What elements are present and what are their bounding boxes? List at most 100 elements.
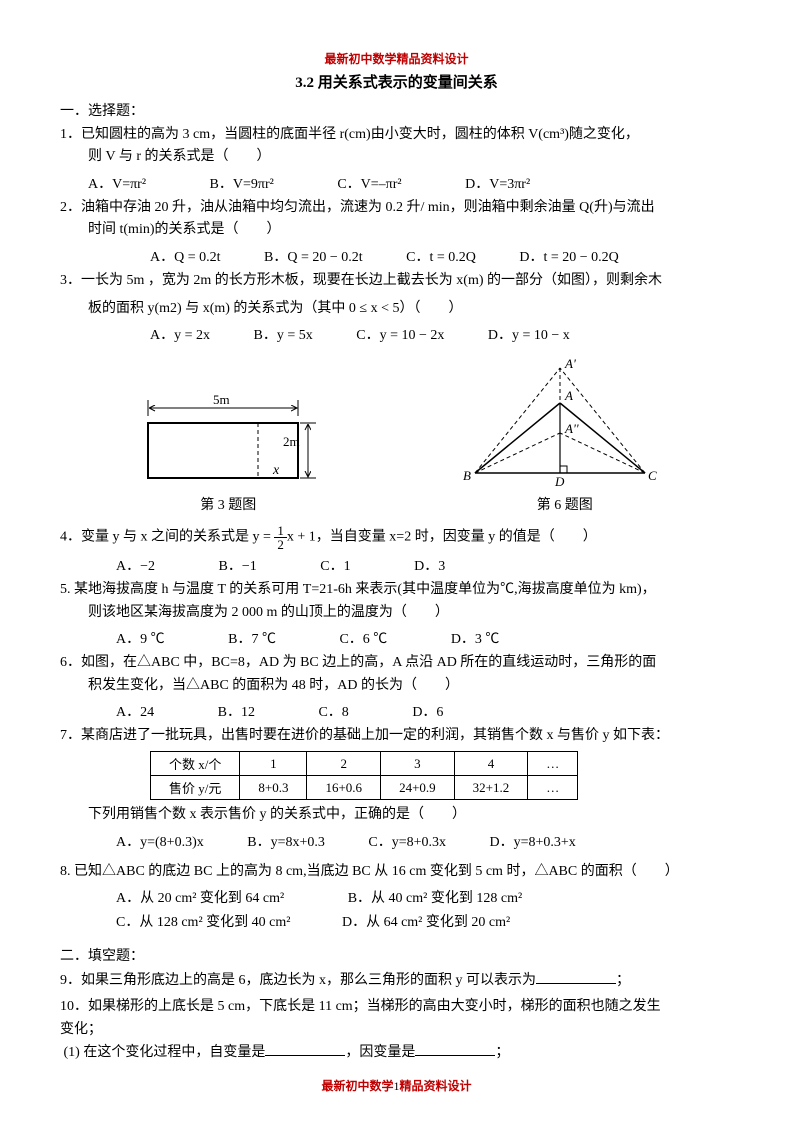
- caption-q3: 第 3 题图: [128, 494, 328, 514]
- q3-options: A．y = 2x B．y = 5x C．y = 10 − 2x D．y = 10…: [150, 324, 733, 344]
- blank-line: [265, 1041, 345, 1056]
- page-footer: 最新初中数学1精品资料设计: [0, 1077, 793, 1094]
- footer-brand-left: 最新初中数学: [321, 1079, 393, 1093]
- q7-opt-b: B．y=8x+0.3: [247, 831, 325, 851]
- brand-header: 最新初中数学精品资料设计: [60, 50, 733, 67]
- q2-opt-c: C．t = 0.2Q: [406, 246, 476, 266]
- q7-th: 个数 x/个: [151, 752, 240, 776]
- question-10: 10．如果梯形的上底长是 5 cm，下底长是 11 cm；当梯形的高由大变小时，…: [60, 996, 733, 1064]
- section-1-label: 一．选择题：: [60, 100, 733, 120]
- q4-opt-b: B．−1: [219, 555, 257, 575]
- q5-opt-a: A．9 ℃: [116, 628, 165, 648]
- q5-opt-c: C．6 ℃: [339, 628, 387, 648]
- blank-line: [536, 969, 616, 984]
- fig6-c: C: [648, 468, 657, 483]
- q1-line2: 则 V 与 r 的关系式是（ ）: [88, 149, 271, 164]
- fig6-d: D: [554, 474, 565, 488]
- figure-q3: 5m 2m x: [128, 388, 318, 488]
- q10-line1: 10．如果梯形的上底长是 5 cm，下底长是 11 cm；当梯形的高由大变小时，…: [60, 999, 661, 1014]
- q4-opt-c: C．1: [320, 555, 350, 575]
- q4-text-post: x + 1，当自变量 x=2 时，因变量 y 的值是（ ）: [287, 530, 597, 545]
- q6-opt-a: A．24: [116, 701, 154, 721]
- q7-row2-label: 售价 y/元: [151, 776, 240, 800]
- q5-options: A．9 ℃ B．7 ℃ C．6 ℃ D．3 ℃: [116, 628, 733, 648]
- q3-opt-a: A．y = 2x: [150, 324, 210, 344]
- page: 最新初中数学精品资料设计 3.2 用关系式表示的变量间关系 一．选择题： 1．已…: [0, 0, 793, 1122]
- q1-opt-a: A．V=πr²: [88, 173, 146, 193]
- q4-opt-a: A．−2: [116, 555, 155, 575]
- figures-row: 5m 2m x A' A A'' B C D: [60, 358, 733, 488]
- q7-r3: 24+0.9: [381, 776, 455, 800]
- question-1: 1．已知圆柱的高为 3 cm，当圆柱的底面半径 r(cm)由小变大时，圆柱的体积…: [60, 124, 733, 169]
- q4-frac-num: 1: [274, 524, 287, 538]
- q1-line1: 1．已知圆柱的高为 3 cm，当圆柱的底面半径 r(cm)由小变大时，圆柱的体积…: [60, 127, 639, 142]
- q6-opt-b: B．12: [218, 701, 255, 721]
- blank-line: [415, 1041, 495, 1056]
- q5-opt-b: B．7 ℃: [228, 628, 276, 648]
- q3-opt-c: C．y = 10 − 2x: [356, 324, 444, 344]
- q7-c1: 1: [240, 752, 307, 776]
- q7-opt-c: C．y=8+0.3x: [368, 831, 446, 851]
- q2-opt-b: B．Q = 20 − 0.2t: [264, 246, 363, 266]
- q4-opt-d: D．3: [414, 555, 445, 575]
- fig3-label-2m: 2m: [283, 434, 300, 449]
- page-title: 3.2 用关系式表示的变量间关系: [60, 71, 733, 92]
- q7-c4: 4: [454, 752, 528, 776]
- q7-r1: 8+0.3: [240, 776, 307, 800]
- q10-line2: 变化；: [60, 1022, 102, 1037]
- q3-opt-d: D．y = 10 − x: [488, 324, 570, 344]
- q2-line2: 时间 t(min)的关系式是（ ）: [88, 222, 281, 237]
- q6-line2: 积发生变化，当△ABC 的面积为 48 时，AD 的长为（ ）: [88, 678, 459, 693]
- question-7: 7．某商店进了一批玩具，出售时要在进价的基础上加一定的利润，其销售个数 x 与售…: [60, 725, 733, 747]
- q7-r5: …: [528, 776, 578, 800]
- question-2: 2．油箱中存油 20 升，油从油箱中均匀流出，流速为 0.2 升/ min，则油…: [60, 197, 733, 242]
- caption-q6: 第 6 题图: [465, 494, 665, 514]
- question-9: 9．如果三角形底边上的高是 6，底边长为 x，那么三角形的面积 y 可以表示为；: [60, 969, 733, 992]
- question-4: 4．变量 y 与 x 之间的关系式是 y = 12x + 1，当自变量 x=2 …: [60, 524, 733, 551]
- figure-captions: 第 3 题图 第 6 题图: [60, 494, 733, 514]
- q1-opt-c: C．V=–πr²: [337, 173, 401, 193]
- question-8: 8. 已知△ABC 的底边 BC 上的高为 8 cm,当底边 BC 从 16 c…: [60, 861, 733, 883]
- q3-opt-b: B．y = 5x: [254, 324, 313, 344]
- q2-line1: 2．油箱中存油 20 升，油从油箱中均匀流出，流速为 0.2 升/ min，则油…: [60, 200, 655, 215]
- q2-options: A．Q = 0.2t B．Q = 20 − 0.2t C．t = 0.2Q D．…: [150, 246, 733, 266]
- fig6-b: B: [463, 468, 471, 483]
- q5-opt-d: D．3 ℃: [451, 628, 500, 648]
- q2-opt-a: A．Q = 0.2t: [150, 246, 221, 266]
- q5-line1: 5. 某地海拔高度 h 与温度 T 的关系可用 T=21-6h 来表示(其中温度…: [60, 582, 656, 597]
- q10-line3a: (1) 在这个变化过程中，自变量是: [64, 1045, 266, 1060]
- q8-options-row1: A．从 20 cm² 变化到 64 cm² B．从 40 cm² 变化到 128…: [116, 887, 733, 907]
- q3-line2: 板的面积 y(m2) 与 x(m) 的关系式为（其中 0 ≤ x < 5）（ ）: [88, 298, 463, 320]
- fig3-label-x: x: [272, 463, 280, 478]
- q1-options: A．V=πr² B．V=9πr² C．V=–πr² D．V=3πr²: [88, 173, 733, 193]
- fig6-a-prime: A': [564, 358, 576, 371]
- q4-fraction: 12: [274, 524, 287, 551]
- q7-c5: …: [528, 752, 578, 776]
- fig3-label-5m: 5m: [213, 392, 230, 407]
- q5-line2: 则该地区某海拔高度为 2 000 m 的山顶上的温度为（ ）: [88, 605, 449, 620]
- q7-c3: 3: [381, 752, 455, 776]
- question-6: 6．如图，在△ABC 中，BC=8，AD 为 BC 边上的高，A 点沿 AD 所…: [60, 652, 733, 697]
- q9-text: 9．如果三角形底边上的高是 6，底边长为 x，那么三角形的面积 y 可以表示为: [60, 973, 536, 988]
- q7-opt-d: D．y=8+0.3+x: [490, 831, 576, 851]
- q8-opt-d: D．从 64 cm² 变化到 20 cm²: [342, 911, 510, 931]
- q4-options: A．−2 B．−1 C．1 D．3: [116, 555, 733, 575]
- q8-opt-a: A．从 20 cm² 变化到 64 cm²: [116, 887, 284, 907]
- q7-c2: 2: [307, 752, 381, 776]
- q3-line1: 3．一长为 5m ，宽为 2m 的长方形木板，现要在长边上截去长为 x(m) 的…: [60, 273, 662, 288]
- fig6-a: A: [564, 388, 573, 403]
- q7-line2: 下列用销售个数 x 表示售价 y 的关系式中，正确的是（ ）: [88, 804, 733, 826]
- q2-opt-d: D．t = 20 − 0.2Q: [519, 246, 618, 266]
- figure-q6: A' A A'' B C D: [455, 358, 665, 488]
- fig6-a-dprime: A'': [564, 421, 579, 436]
- table-row: 个数 x/个 1 2 3 4 …: [151, 752, 578, 776]
- q6-opt-d: D．6: [412, 701, 443, 721]
- question-5: 5. 某地海拔高度 h 与温度 T 的关系可用 T=21-6h 来表示(其中温度…: [60, 579, 733, 624]
- q6-line1: 6．如图，在△ABC 中，BC=8，AD 为 BC 边上的高，A 点沿 AD 所…: [60, 655, 656, 670]
- q7-table: 个数 x/个 1 2 3 4 … 售价 y/元 8+0.3 16+0.6 24+…: [150, 751, 578, 800]
- q6-opt-c: C．8: [318, 701, 348, 721]
- q7-opt-a: A．y=(8+0.3)x: [116, 831, 204, 851]
- q1-opt-b: B．V=9πr²: [210, 173, 274, 193]
- q4-text-pre: 4．变量 y 与 x 之间的关系式是 y =: [60, 530, 274, 545]
- q1-opt-d: D．V=3πr²: [465, 173, 530, 193]
